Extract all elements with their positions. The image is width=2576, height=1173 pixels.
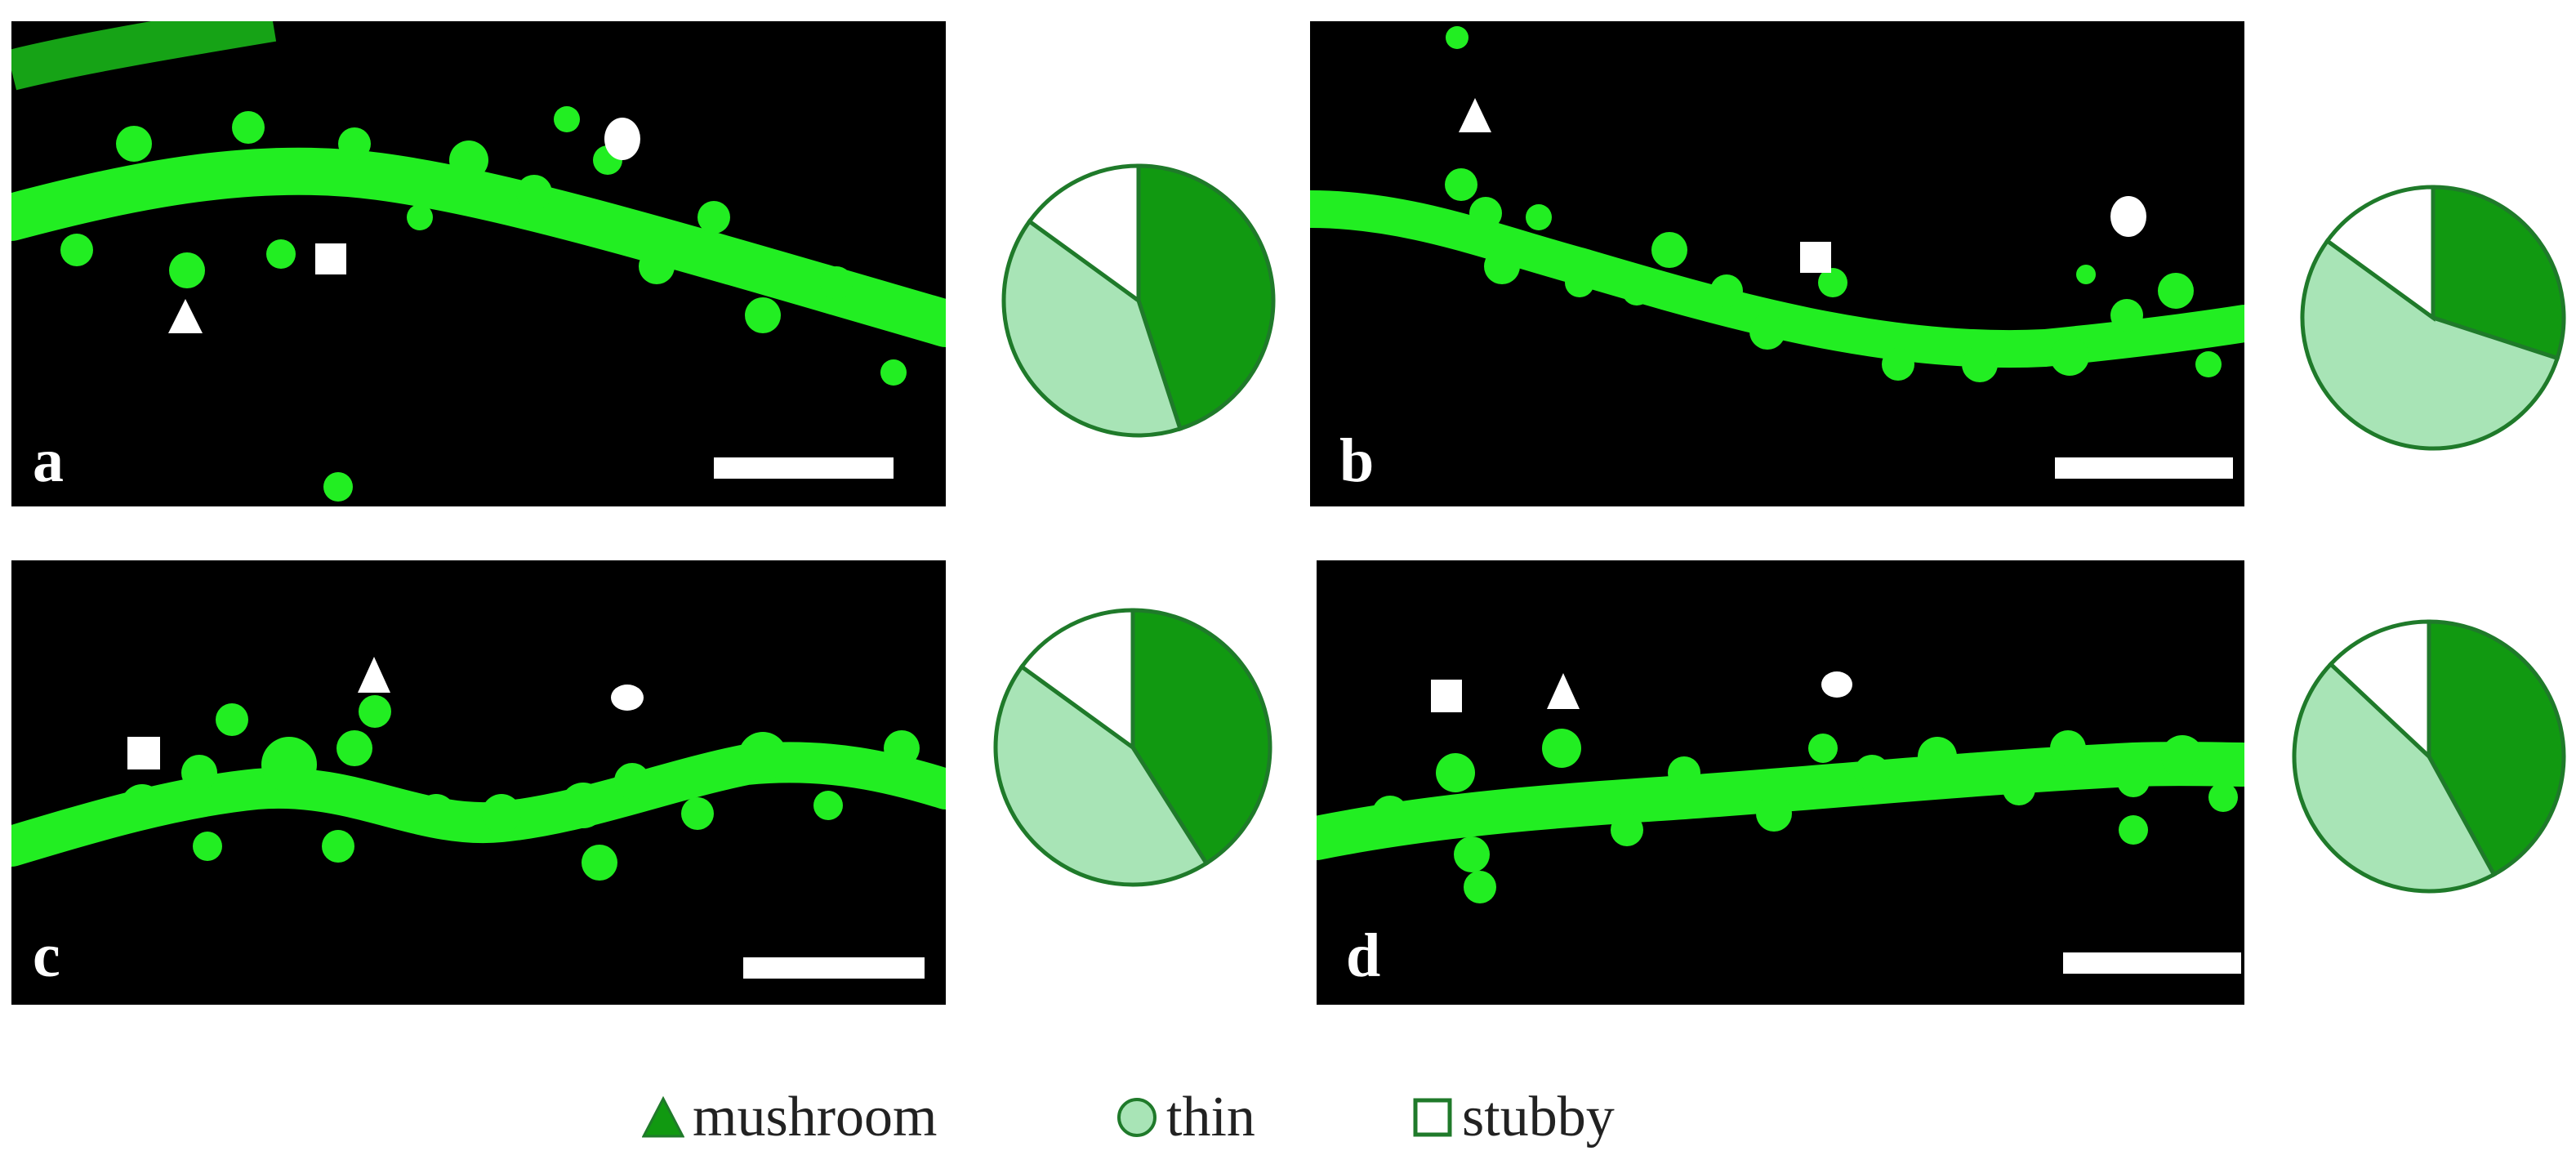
- thin-marker-a: [604, 118, 640, 160]
- spine-type-pie-c: [993, 608, 1272, 887]
- mushroom-triangle-icon: [642, 1096, 684, 1138]
- stubby-square-icon: [1413, 1098, 1452, 1137]
- panel-letter-c: c: [33, 921, 60, 990]
- pie-slice-stubby: [1027, 163, 1141, 305]
- pie-slice-thin: [2300, 238, 2560, 451]
- dendrite-image-b: [1310, 26, 2244, 382]
- pie-slice-mushroom: [1136, 163, 1276, 432]
- thin-marker-d: [1821, 671, 1852, 698]
- micrograph-panel-a: a: [11, 21, 946, 506]
- legend-label-stubby: stubby: [1462, 1086, 1615, 1148]
- dendrite-image-d: [1317, 729, 2244, 903]
- spine-type-pie-a: [1001, 163, 1276, 438]
- legend-item-thin: thin: [1116, 1085, 1255, 1150]
- spine-type-pie-d: [2292, 619, 2566, 894]
- micrograph-panel-c: c: [11, 560, 946, 1005]
- panel-letter-b: b: [1339, 426, 1375, 495]
- spine-type-pie-b: [2300, 185, 2566, 451]
- scale-bar-c: [743, 957, 925, 979]
- mushroom-marker-d: [1547, 673, 1580, 709]
- panel-letter-d: d: [1346, 921, 1381, 990]
- scale-bar-b: [2055, 457, 2233, 479]
- pie-slice-stubby: [2324, 185, 2436, 322]
- legend-label-mushroom: mushroom: [693, 1086, 938, 1148]
- thin-circle-icon: [1117, 1098, 1157, 1137]
- pie-slice-stubby: [2328, 619, 2431, 761]
- mushroom-marker-c: [358, 657, 390, 693]
- scale-bar-a: [714, 457, 894, 479]
- pie-slice-thin: [993, 663, 1210, 887]
- thin-marker-c: [611, 685, 644, 711]
- stubby-marker-a: [315, 243, 346, 274]
- pie-slice-mushroom: [2431, 185, 2566, 361]
- thin-marker-b: [2110, 196, 2146, 237]
- legend-item-stubby: stubby: [1411, 1085, 1615, 1150]
- stubby-marker-d: [1431, 680, 1462, 712]
- pie-slice-thin: [2292, 661, 2497, 894]
- micrograph-panel-d: d: [1317, 560, 2244, 1005]
- panel-letter-a: a: [33, 426, 64, 495]
- dendrite-image-a: [11, 21, 946, 502]
- mushroom-marker-b: [1459, 98, 1491, 132]
- scale-bar-d: [2063, 952, 2241, 974]
- pie-slice-stubby: [1018, 608, 1135, 752]
- micrograph-panel-b: b: [1310, 21, 2244, 506]
- dendrite-image-c: [11, 695, 946, 881]
- mushroom-marker-a: [168, 299, 203, 333]
- stubby-marker-c: [127, 737, 160, 769]
- spine-type-legend: mushroom thin stubby: [583, 1064, 1686, 1173]
- pie-slice-thin: [1001, 218, 1183, 438]
- legend-label-thin: thin: [1166, 1086, 1255, 1148]
- legend-item-mushroom: mushroom: [642, 1085, 937, 1150]
- stubby-marker-b: [1800, 242, 1831, 273]
- pie-slice-mushroom: [2427, 619, 2566, 877]
